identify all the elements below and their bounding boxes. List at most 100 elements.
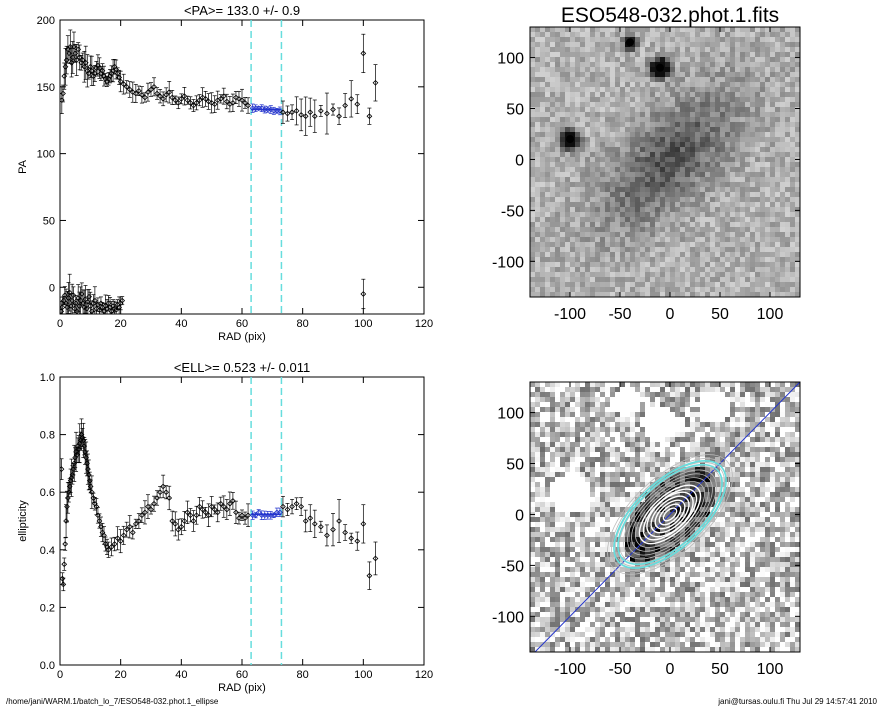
isophote [650,495,690,534]
data-point [72,454,79,461]
chart-title: <PA>= 133.0 +/- 0.9 [184,3,300,18]
data-point [88,308,95,314]
data-point [139,512,145,519]
data-point [157,489,163,496]
data-point [324,532,330,539]
image-area [530,382,800,652]
x-tick-label: 100 [757,661,784,678]
data-point [132,90,139,97]
data-point [86,293,92,300]
y-tick-label: 150 [37,82,55,94]
data-point [62,63,69,70]
data-point [90,495,97,501]
data-point [75,446,82,452]
data-point [166,89,173,96]
y-tick-label: 100 [37,149,55,161]
data-point [202,95,209,102]
data-point [60,466,65,473]
data-point [74,451,80,458]
x-tick-label: -100 [554,306,586,323]
data-point [63,518,69,524]
image-title: ESO548-032.phot.1.fits [561,4,779,27]
data-point [96,65,103,71]
data-point [227,500,233,507]
fitted-ellipse [613,460,727,569]
data-point [66,483,73,490]
data-point [145,503,151,510]
data-point [101,532,107,539]
y-axis-label: PA [17,159,29,174]
data-series [360,278,367,310]
data-point [60,575,66,582]
data-point [84,460,90,467]
data-point [190,518,197,524]
x-tick-label: -50 [608,306,631,323]
data-point [64,503,70,510]
isophote [627,473,713,556]
data-point [68,303,74,309]
data-point [61,73,68,79]
data-point [107,73,113,79]
data-point [318,523,324,530]
data-point [95,512,101,519]
data-point [87,303,94,309]
data-point [172,97,179,104]
data-point [90,300,97,307]
galaxy-mask-ellipse-panel: -100 -50 0 50 100 -100 -50 0 50 100 [492,381,801,678]
data-point [220,503,227,510]
y-tick-label: -50 [501,203,524,220]
y-tick-label: 0 [515,507,524,524]
data-point [280,109,286,116]
data-point [102,541,109,547]
data-point [178,523,185,530]
x-tick-label: 20 [115,318,127,330]
data-point [336,113,342,120]
data-point [70,466,77,473]
data-point [96,518,103,524]
isophote [658,503,682,526]
data-point [169,518,176,524]
data-point [211,101,218,108]
data-point [114,70,121,77]
star-core [656,63,664,72]
data-point [239,512,245,519]
plot-area [60,20,379,314]
image-pixels [530,27,800,297]
data-point [151,500,157,507]
data-point [190,102,197,109]
data-point [366,113,373,120]
galaxy-image-panel: -100 -50 0 50 100 -100 -50 0 50 100 ESO548-032.pho… [492,4,801,323]
isophote [662,507,678,522]
y-tick-label: 200 [37,15,55,27]
y-tick-label: 0.8 [40,430,55,442]
data-point [230,99,236,106]
data-point [330,106,336,113]
data-point [193,99,200,106]
data-point [98,70,104,77]
y-tick-label: 0.6 [40,487,55,499]
data-point [163,489,170,496]
data-point [236,515,242,521]
data-point [302,113,309,120]
data-point [354,538,361,545]
data-point [142,509,148,516]
data-point [307,109,314,116]
data-point [242,515,248,521]
y-tick-label: 0.2 [40,602,55,614]
footer-path: /home/jani/WARM.1/batch_lo_7/ESO548-032.… [6,697,219,706]
data-point [60,308,65,314]
data-point [139,91,145,98]
data-point [354,101,361,108]
image-area [530,27,800,297]
data-point [85,70,92,77]
x-tick-label: 40 [175,669,187,681]
data-point [92,297,98,304]
y-tick-label: -100 [492,254,524,271]
data-point [311,113,318,120]
x-tick-label: 80 [297,669,309,681]
data-point [187,512,194,519]
data-point [82,59,89,66]
isophote [642,488,698,541]
data-point [126,86,133,93]
